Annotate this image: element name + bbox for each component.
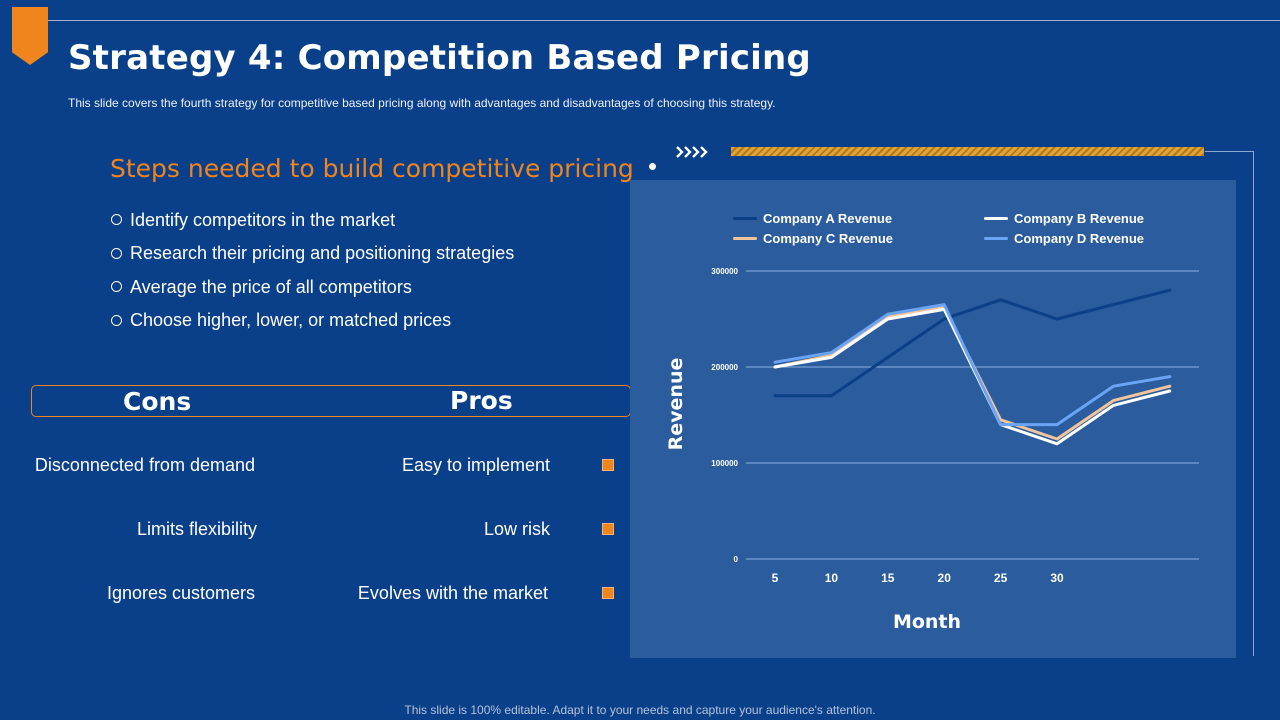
step-text: Research their pricing and positioning s…: [130, 243, 515, 264]
pro-marker-square-icon: [602, 587, 614, 599]
pro-item: Evolves with the market: [357, 583, 548, 603]
series-line-company-c-revenue: [773, 306, 1172, 441]
frame-line: [1205, 151, 1254, 152]
steps-heading: Steps needed to build competitive pricin…: [110, 154, 634, 183]
legend-item: Company D Revenue: [984, 231, 1144, 246]
con-item: Ignores customers: [106, 583, 255, 603]
legend-swatch: [733, 237, 757, 240]
bullet-circle-icon: [111, 314, 122, 326]
list-item: Research their pricing and positioning s…: [110, 237, 514, 271]
x-tick-label: 15: [881, 571, 895, 585]
series-line-company-b-revenue: [773, 307, 1172, 446]
chevrons-icon: [676, 146, 708, 158]
pro-item: Easy to implement: [401, 455, 550, 475]
pro-marker-square-icon: [602, 459, 614, 471]
series-line-company-a-revenue: [773, 288, 1172, 398]
y-tick-label: 300000: [711, 267, 738, 276]
legend-swatch: [733, 217, 757, 220]
legend-label: Company A Revenue: [763, 211, 893, 226]
x-tick-label: 30: [1050, 571, 1064, 585]
chart-panel: [630, 180, 1236, 658]
list-item: Average the price of all competitors: [110, 270, 514, 304]
x-tick-label: 5: [772, 571, 779, 585]
legend-label: Company D Revenue: [1014, 231, 1145, 246]
y-tick-label: 100000: [711, 459, 738, 468]
legend-item: Company A Revenue: [733, 211, 892, 226]
y-axis-label: Revenue: [665, 357, 687, 451]
decor-dot: [649, 163, 656, 170]
top-divider-line: [48, 20, 1280, 21]
bullet-circle-icon: [111, 247, 122, 259]
pro-marker-square-icon: [602, 523, 614, 535]
y-tick-label: 200000: [711, 363, 738, 372]
legend-swatch: [984, 217, 1008, 220]
footer-note: This slide is 100% editable. Adapt it to…: [404, 703, 876, 717]
bookmark-ribbon-icon: [12, 7, 48, 65]
con-item: Limits flexibility: [136, 519, 257, 539]
cons-heading: Cons: [123, 387, 192, 416]
bullet-circle-icon: [111, 214, 122, 226]
con-item: Disconnected from demand: [34, 455, 255, 475]
steps-list: Identify competitors in the market Resea…: [110, 203, 514, 337]
x-axis-label: Month: [892, 611, 962, 633]
series-line-company-d-revenue: [773, 303, 1172, 427]
pro-item: Low risk: [483, 519, 550, 539]
x-tick-label: 20: [938, 571, 952, 585]
pros-heading: Pros: [450, 386, 513, 415]
x-tick-label: 10: [825, 571, 839, 585]
legend-label: Company C Revenue: [763, 231, 894, 246]
decor-hatch-bar: [731, 147, 1204, 156]
bullet-circle-icon: [111, 281, 122, 293]
list-item: Identify competitors in the market: [110, 203, 514, 237]
page-title: Strategy 4: Competition Based Pricing: [68, 38, 811, 78]
page-subtitle: This slide covers the fourth strategy fo…: [68, 96, 776, 110]
legend-item: Company C Revenue: [733, 231, 893, 246]
step-text: Average the price of all competitors: [130, 276, 412, 297]
legend-label: Company B Revenue: [1014, 211, 1145, 226]
step-text: Choose higher, lower, or matched prices: [130, 310, 452, 331]
list-item: Choose higher, lower, or matched prices: [110, 304, 514, 338]
legend-swatch: [984, 237, 1008, 240]
step-text: Identify competitors in the market: [130, 209, 396, 230]
frame-line: [1253, 151, 1254, 656]
legend-item: Company B Revenue: [984, 211, 1144, 226]
y-tick-label: 0: [734, 555, 739, 564]
x-tick-label: 25: [994, 571, 1008, 585]
